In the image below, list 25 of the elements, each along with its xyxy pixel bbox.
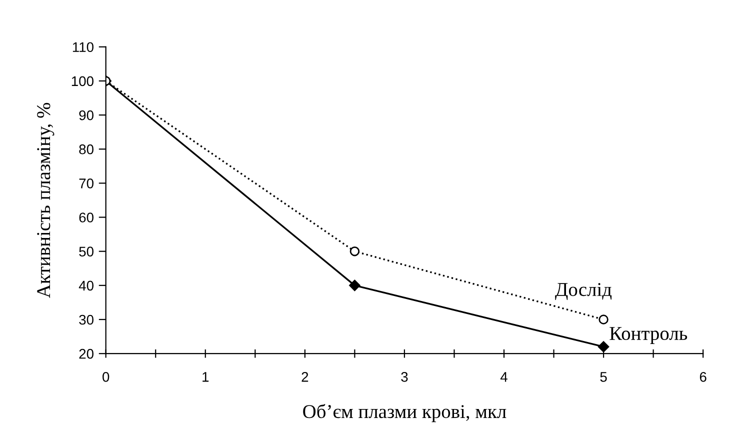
y-tick-label: 90 [79, 110, 94, 120]
point [349, 280, 360, 292]
point [350, 246, 360, 256]
x-tick-label: 5 [600, 372, 607, 382]
series-label: Дослід [555, 283, 612, 300]
y-tick-label: 80 [79, 144, 94, 154]
x-tick-label: 1 [202, 372, 209, 382]
y-tick-label: 30 [79, 314, 94, 325]
x-tick-label: 6 [700, 372, 706, 382]
y-tick-label: 100 [72, 76, 94, 86]
x-tick-label: 0 [102, 372, 110, 382]
y-tick-label: 60 [79, 212, 94, 222]
x-tick-label: 2 [302, 372, 308, 382]
x-axis-title: Об’єм плазми крові, мкл [303, 404, 506, 422]
y-tick-label: 70 [79, 178, 94, 188]
y-tick-label: 40 [78, 280, 94, 291]
series-label: Контроль [610, 327, 688, 344]
point [598, 341, 610, 352]
y-tick-label: 20 [79, 348, 94, 359]
y-tick-label: 50 [79, 246, 94, 257]
y-tick-label: 110 [72, 42, 94, 52]
x-tick-label: 3 [401, 372, 408, 382]
y-axis-title: Активність плазміну, % [37, 102, 54, 298]
point [598, 314, 608, 324]
x-tick-label: 4 [500, 372, 508, 382]
